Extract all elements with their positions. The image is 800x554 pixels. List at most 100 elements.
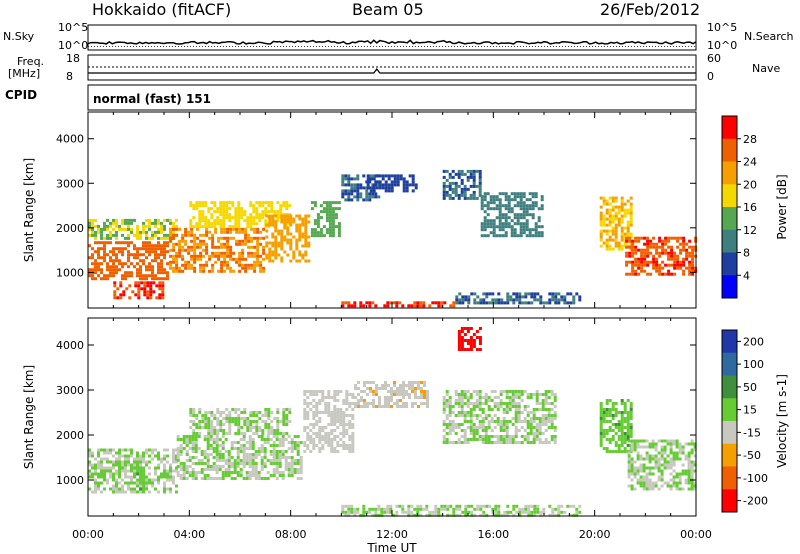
- data-cell: [331, 207, 335, 211]
- data-cell: [280, 259, 284, 263]
- data-cell: [690, 475, 694, 479]
- data-cell: [206, 465, 210, 468]
- data-cell: [133, 490, 136, 494]
- data-cell: [673, 254, 677, 258]
- data-cell: [315, 444, 319, 447]
- data-cell: [324, 408, 328, 411]
- data-cell: [176, 450, 180, 453]
- data-cell: [318, 450, 322, 453]
- data-cell: [684, 469, 688, 473]
- data-cell: [172, 257, 176, 261]
- ylabel: Slant Range [km]: [22, 158, 36, 262]
- data-cell: [512, 298, 516, 302]
- scatter-region: [189, 408, 292, 435]
- data-cell: [91, 233, 94, 237]
- data-cell: [460, 396, 464, 399]
- data-cell: [640, 254, 644, 258]
- data-cell: [493, 402, 497, 405]
- data-cell: [344, 510, 348, 514]
- data-cell: [420, 390, 423, 393]
- data-cell: [614, 196, 618, 200]
- data-cell: [481, 435, 485, 438]
- data-cell: [500, 298, 504, 302]
- data-cell: [333, 405, 337, 408]
- data-cell: [315, 420, 319, 423]
- data-cell: [544, 420, 548, 423]
- data-cell: [136, 236, 139, 240]
- data-cell: [652, 245, 656, 249]
- data-cell: [517, 429, 521, 432]
- data-cell: [303, 402, 307, 405]
- data-cell: [91, 490, 94, 494]
- data-cell: [437, 304, 441, 308]
- data-cell: [431, 513, 435, 517]
- data-cell: [478, 399, 482, 402]
- data-cell: [654, 466, 658, 470]
- data-cell: [369, 189, 373, 193]
- data-cell: [231, 408, 235, 411]
- data-cell: [188, 471, 192, 474]
- data-cell: [534, 231, 538, 235]
- data-cell: [202, 233, 206, 237]
- data-cell: [216, 216, 220, 220]
- data-cell: [160, 230, 163, 234]
- data-cell: [473, 301, 477, 305]
- data-cell: [109, 230, 112, 234]
- data-cell: [605, 438, 609, 441]
- data-cell: [645, 457, 649, 461]
- data-cell: [505, 429, 509, 432]
- data-cell: [250, 245, 254, 249]
- data-cell: [292, 217, 296, 221]
- data-cell: [103, 253, 106, 257]
- data-cell: [639, 484, 643, 488]
- data-cell: [316, 213, 320, 217]
- data-cell: [448, 432, 452, 435]
- data-cell: [157, 262, 160, 266]
- data-cell: [185, 471, 189, 474]
- data-cell: [130, 475, 133, 479]
- data-cell: [260, 477, 264, 480]
- data-cell: [315, 411, 319, 414]
- data-cell: [256, 263, 260, 267]
- data-cell: [693, 463, 697, 467]
- data-cell: [250, 239, 254, 243]
- data-cell: [226, 263, 230, 267]
- data-cell: [233, 465, 237, 468]
- data-cell: [253, 260, 257, 264]
- data-cell: [460, 187, 464, 191]
- data-cell: [139, 233, 142, 237]
- data-cell: [537, 207, 541, 211]
- data-cell: [303, 390, 307, 393]
- data-cell: [142, 224, 145, 228]
- data-cell: [369, 177, 373, 181]
- data-cell: [351, 432, 355, 435]
- data-cell: [547, 417, 551, 420]
- data-cell: [296, 477, 300, 480]
- data-cell: [274, 253, 278, 257]
- data-cell: [491, 507, 495, 511]
- data-cell: [392, 513, 396, 517]
- data-cell: [690, 463, 694, 467]
- data-cell: [384, 174, 388, 178]
- data-cell: [405, 390, 408, 393]
- data-cell: [411, 402, 414, 405]
- data-cell: [142, 478, 146, 482]
- data-cell: [631, 245, 635, 249]
- data-cell: [118, 460, 121, 464]
- data-cell: [267, 432, 271, 435]
- data-cell: [263, 447, 267, 450]
- data-cell: [169, 263, 173, 267]
- data-cell: [371, 174, 375, 178]
- data-cell: [354, 405, 357, 408]
- data-cell: [356, 192, 360, 196]
- data-cell: [216, 432, 220, 435]
- data-cell: [240, 432, 244, 435]
- data-cell: [103, 227, 106, 231]
- data-cell: [408, 183, 412, 187]
- data-cell: [608, 411, 612, 414]
- data-cell: [530, 513, 534, 517]
- data-cell: [112, 463, 115, 467]
- data-cell: [304, 250, 308, 254]
- data-cell: [417, 405, 420, 408]
- data-cell: [322, 201, 326, 205]
